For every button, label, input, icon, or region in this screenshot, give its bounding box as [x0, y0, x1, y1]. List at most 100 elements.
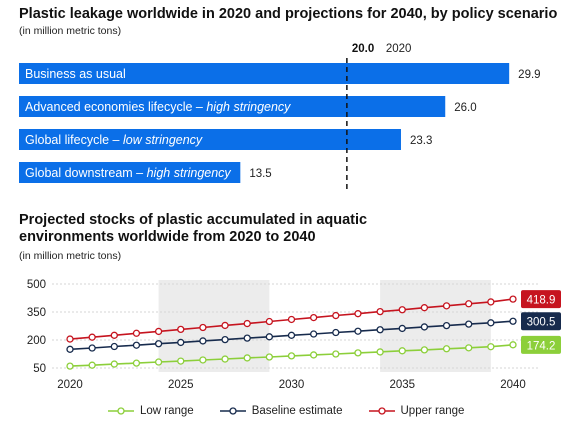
series-0-point-9: [265, 353, 274, 361]
bar-label-1: Advanced economies lifecycle – high stri…: [25, 100, 291, 114]
bar-label-2: Global lifecycle – low stringency: [25, 133, 203, 147]
series-2-point-1: [88, 333, 96, 341]
series-2-point-8: [243, 319, 251, 328]
x-tick-0: 2020: [57, 379, 83, 391]
legend-item-2: Upper range: [368, 405, 465, 417]
chart2-title: Projected stocks of plastic accumulated …: [19, 212, 368, 245]
bar-0: [19, 63, 510, 84]
bar-chart: Business as usual 29.9 Advanced economies …: [19, 43, 541, 190]
series-0-point-11: [309, 351, 318, 359]
series-2-point-9: [265, 317, 274, 326]
series-2-point-12: [332, 311, 340, 320]
series-1-point-11: [309, 330, 318, 338]
legend-swatch-2: [368, 407, 395, 415]
x-tick-4: 2040: [500, 379, 526, 391]
series-1-point-2: [110, 342, 118, 351]
chart2-subtitle: (in million metric tons): [19, 250, 122, 262]
legend-label-0: Low range: [140, 405, 194, 417]
series-0-point-12: [332, 350, 340, 358]
series-1-point-19: [487, 319, 495, 327]
series-0-point-2: [110, 360, 118, 368]
series-2-point-10: [287, 315, 296, 324]
bar-value-0: 29.9: [518, 69, 540, 81]
series-1-point-17: [442, 321, 451, 330]
series-2-point-0: [66, 335, 74, 343]
y-tick-3: 500: [27, 279, 46, 291]
series-2-point-2: [110, 331, 118, 339]
series-1-point-16: [420, 323, 429, 331]
y-tick-0: 50: [33, 363, 46, 375]
bar-1: [19, 96, 446, 117]
end-label-2: 418.9: [527, 295, 556, 307]
y-tick-1: 200: [27, 335, 46, 347]
y-tick-2: 350: [27, 307, 46, 319]
series-1-point-3: [132, 341, 141, 349]
end-label-box-2: [521, 290, 561, 309]
series-0-point-6: [199, 356, 207, 364]
series-2-point-4: [154, 327, 163, 336]
series-2-point-20: [509, 295, 517, 303]
legend-swatch-marker-2: [377, 407, 386, 415]
series-2-point-15: [398, 306, 406, 314]
series-1-point-13: [354, 327, 362, 335]
series-1-point-9: [265, 333, 274, 341]
series-1-point-20: [509, 317, 517, 325]
series-2-point-18: [465, 300, 473, 308]
series-1-point-4: [154, 340, 163, 348]
legend-swatch-marker-1: [229, 407, 237, 415]
series-0-point-18: [465, 344, 473, 352]
series-2-point-6: [199, 323, 207, 332]
x-tick-2: 2030: [279, 379, 305, 391]
series-1-point-8: [243, 334, 251, 342]
series-1-point-6: [199, 337, 207, 345]
legend-swatch-0: [108, 407, 134, 415]
series-0-point-7: [221, 355, 229, 363]
series-2-point-13: [354, 310, 362, 318]
series-0-point-0: [66, 362, 74, 370]
end-label-1: 300.5: [527, 317, 556, 329]
series-2-point-3: [132, 329, 141, 337]
legend-label-1: Baseline estimate: [251, 405, 343, 417]
series-2-point-7: [221, 321, 229, 330]
chart1-subtitle: (in million metric tons): [19, 25, 122, 37]
chart-legend: Low range Baseline estimate Upper range: [108, 405, 464, 417]
end-label-0: 174.2: [527, 340, 556, 352]
bar-label-3: Global downstream – high stringency: [25, 166, 231, 180]
series-0-point-8: [243, 354, 251, 362]
series-0-point-16: [420, 346, 429, 354]
end-label-box-0: [521, 335, 561, 354]
legend-swatch-marker-0: [117, 407, 125, 415]
series-0-point-14: [376, 348, 384, 356]
series-1-point-5: [177, 338, 185, 347]
series-1-point-18: [465, 320, 473, 328]
reference-value: 20.0: [352, 43, 374, 55]
legend-item-1: Baseline estimate: [219, 405, 343, 417]
series-2-point-11: [309, 313, 318, 322]
series-1-point-7: [221, 335, 229, 344]
series-2-point-19: [487, 298, 495, 306]
x-tick-3: 2035: [389, 379, 415, 391]
legend-label-2: Upper range: [400, 405, 465, 417]
series-0-point-10: [287, 352, 296, 360]
chart1-title: Plastic leakage worldwide in 2020 and pr…: [19, 6, 558, 22]
series-1-point-14: [376, 326, 384, 334]
series-1-point-15: [398, 324, 406, 333]
legend-item-0: Low range: [108, 405, 194, 417]
bar-2: [19, 129, 401, 150]
series-1-point-1: [88, 344, 96, 352]
series-0-point-20: [509, 341, 517, 349]
series-0-point-3: [132, 359, 141, 367]
bar-label-0: Business as usual: [25, 67, 126, 81]
series-2-point-5: [177, 325, 185, 334]
series-0-point-19: [487, 343, 495, 351]
series-1-point-12: [332, 328, 340, 337]
series-1-point-0: [66, 345, 74, 353]
series-1-point-10: [287, 331, 296, 339]
series-0-point-5: [177, 357, 185, 365]
series-2-point-17: [442, 302, 451, 310]
series-2-point-16: [420, 304, 429, 312]
end-label-box-1: [521, 312, 561, 331]
bar-value-2: 23.3: [410, 135, 432, 147]
reference-label: 2020: [386, 43, 412, 55]
